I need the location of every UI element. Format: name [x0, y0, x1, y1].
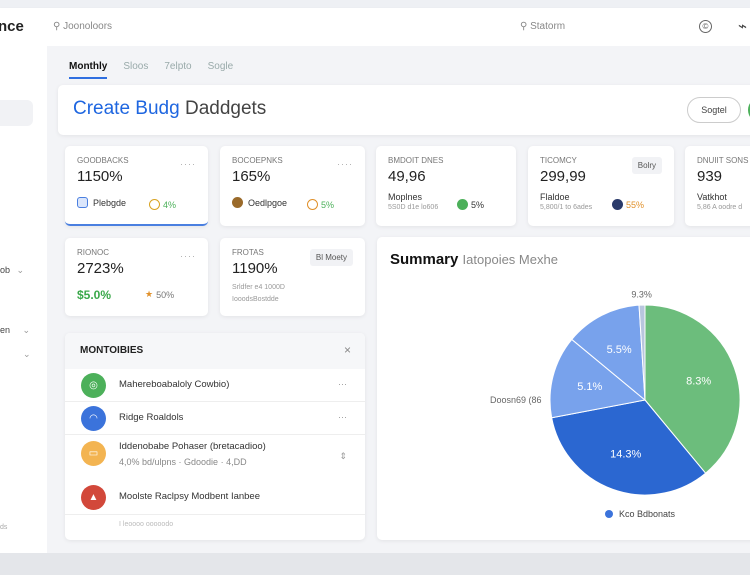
- star-icon: ★: [145, 289, 154, 299]
- legend-label: Kco Bdbonats: [619, 509, 676, 519]
- chat-icon: ◎: [81, 373, 106, 398]
- search-input[interactable]: ⚲ Joonoloors: [53, 21, 113, 32]
- avatar-icon: [232, 197, 243, 208]
- pie-slice[interactable]: [549, 338, 647, 419]
- slice-label: 5.5%: [607, 344, 632, 356]
- list-item[interactable]: ▭ Iddenobabe Pohaser (bretacadioo) 4,0% …: [65, 435, 365, 479]
- search-icon: ⚲: [53, 21, 61, 32]
- top-bar: nce ⚲ Joonoloors ⚲ Statorm © ⌁: [0, 8, 750, 46]
- sidebar-item[interactable]: ob ⌄: [0, 265, 25, 275]
- coin-icon: [307, 199, 318, 210]
- more-icon[interactable]: ···: [338, 412, 347, 422]
- primary-button[interactable]: [748, 97, 750, 123]
- slice-label: 5.1%: [577, 381, 602, 393]
- sidebar-item[interactable]: en ⌄: [0, 325, 31, 335]
- expand-icon[interactable]: ⇕: [339, 451, 347, 461]
- header-button[interactable]: Sogtel: [687, 97, 741, 123]
- stat-card[interactable]: GOODBACKS 1150% ···· Plebgde 4%: [65, 146, 208, 226]
- close-icon[interactable]: ×: [343, 343, 351, 357]
- list-panel: MONTOIBIES × ◎ Mahereboabaloly Cowbio) ·…: [65, 333, 365, 540]
- more-icon[interactable]: ···: [338, 379, 347, 389]
- side-label: Doosn69 (86: [490, 395, 542, 405]
- card-icon: ▭: [81, 441, 106, 466]
- tab-monthly[interactable]: Monthly: [69, 61, 108, 79]
- tab-sogle[interactable]: Sogle: [207, 61, 234, 72]
- status-dot-icon: [457, 199, 468, 210]
- list-item[interactable]: ◎ Mahereboabaloly Cowbio) ···: [65, 369, 365, 402]
- tab-sloos[interactable]: Sloos: [123, 61, 149, 72]
- sidebar-footer: ds: [0, 524, 8, 531]
- search-icon: ⚲: [520, 21, 528, 32]
- sidebar: ob ⌄ en ⌄ ⌄ ds: [0, 46, 47, 553]
- chevron-down-icon: ⌄: [16, 265, 25, 275]
- tab-7elpto[interactable]: 7elpto: [164, 61, 192, 72]
- legend-marker: [605, 510, 613, 518]
- clock-icon[interactable]: ©: [699, 20, 712, 33]
- pie-slice[interactable]: [551, 399, 707, 496]
- list-item[interactable]: ◠ Ridge Roaldols ···: [65, 402, 365, 435]
- chevron-down-icon[interactable]: ⌄: [23, 349, 31, 359]
- pie-chart: 8.3% 14.3% 5.1% 5.5% 9.3% Doosn69 (86 Kco Bdbo…: [490, 290, 741, 519]
- summary-title: Summary Iatopoies Mexhe: [390, 251, 558, 268]
- badge[interactable]: Bolry: [631, 157, 662, 174]
- tabs: Monthly Sloos 7elpto Sogle: [69, 61, 233, 79]
- chevron-down-icon: ⌄: [22, 325, 31, 335]
- more-icon[interactable]: ····: [180, 159, 196, 169]
- bottom-bar: [0, 553, 750, 575]
- stat-card[interactable]: DNUIIT SONS 939 Vatkhot 5,86 A oodre d: [685, 146, 750, 226]
- stat-card[interactable]: BMDOIT DNES 49,96 Moplnes 5S0D d1e lo606…: [376, 146, 516, 226]
- person-icon: ▲: [81, 485, 106, 510]
- stat-card[interactable]: FROTAS 1190% Bl Moety Srldfer e4 1000D I…: [220, 238, 365, 316]
- doc-icon: [77, 197, 88, 208]
- page-header: Create Budg Daddgets Sogtel: [58, 85, 750, 135]
- panel-title: MONTOIBIES: [80, 345, 144, 356]
- stat-card[interactable]: BOCOEPNKS 165% ···· Oedlpgoe 5%: [220, 146, 365, 226]
- badge-icon: [612, 199, 623, 210]
- slice-label: 14.3%: [610, 449, 641, 461]
- list-item[interactable]: ▲ Moolste Raclpsy Modbent Ianbee: [65, 479, 365, 515]
- stat-card[interactable]: TICOMCY 299,99 Bolry Flaldoe 5,800/1 to …: [528, 146, 674, 226]
- more-icon[interactable]: ····: [337, 159, 353, 169]
- activity-icon[interactable]: ⌁: [738, 18, 748, 35]
- search-input-secondary[interactable]: ⚲ Statorm: [520, 21, 566, 32]
- slice-label: 8.3%: [686, 376, 711, 388]
- sidebar-item-selected[interactable]: [0, 100, 33, 126]
- pie-slice[interactable]: [571, 304, 646, 402]
- pie-slice[interactable]: [644, 304, 741, 474]
- coin-icon: [149, 199, 160, 210]
- brand-logo: nce: [0, 18, 24, 35]
- pie-slice[interactable]: [638, 304, 646, 401]
- page-title: Create Budg Daddgets: [73, 98, 267, 119]
- user-icon: ◠: [81, 406, 106, 431]
- badge[interactable]: Bl Moety: [309, 249, 353, 266]
- summary-panel: Summary Iatopoies Mexhe 8.3% 14.3% 5.1% 5.5…: [377, 237, 750, 540]
- more-icon[interactable]: ····: [180, 251, 196, 261]
- stat-card[interactable]: RIONOC 2723% ···· $5.0% ★ 50%: [65, 238, 208, 316]
- slice-label: 9.3%: [631, 290, 652, 300]
- list-item[interactable]: I leoooo ooooodo: [119, 521, 174, 528]
